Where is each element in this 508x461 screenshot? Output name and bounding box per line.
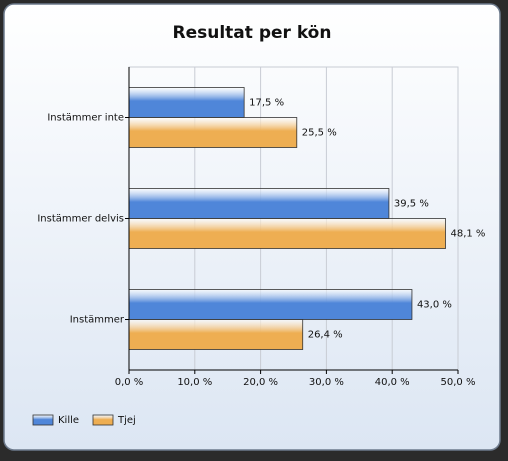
x-tick-label: 10,0 % bbox=[177, 377, 212, 388]
bar bbox=[128, 188, 390, 219]
legend-swatch bbox=[32, 414, 54, 426]
bar bbox=[128, 87, 245, 118]
value-label: 43,0 % bbox=[417, 300, 452, 311]
bar bbox=[128, 218, 446, 249]
x-tick-label: 50,0 % bbox=[441, 377, 476, 388]
bar bbox=[128, 289, 413, 320]
legend-label: Kille bbox=[58, 415, 79, 426]
y-tick-label: Instämmer bbox=[70, 315, 125, 326]
bar bbox=[128, 117, 298, 148]
bar bbox=[128, 319, 304, 350]
y-tick-label: Instämmer delvis bbox=[37, 214, 124, 225]
legend-label: Tjej bbox=[117, 415, 136, 426]
legend-swatch bbox=[92, 414, 114, 426]
chart-title: Resultat per kön bbox=[173, 23, 332, 43]
value-label: 25,5 % bbox=[302, 128, 337, 139]
x-tick-label: 20,0 % bbox=[243, 377, 278, 388]
x-tick-label: 30,0 % bbox=[309, 377, 344, 388]
x-tick-label: 40,0 % bbox=[375, 377, 410, 388]
value-label: 26,4 % bbox=[308, 330, 343, 341]
x-tick-label: 0,0 % bbox=[115, 377, 144, 388]
value-label: 17,5 % bbox=[249, 98, 284, 109]
value-label: 39,5 % bbox=[394, 199, 429, 210]
value-label: 48,1 % bbox=[450, 229, 485, 240]
y-tick-label: Instämmer inte bbox=[47, 113, 124, 124]
